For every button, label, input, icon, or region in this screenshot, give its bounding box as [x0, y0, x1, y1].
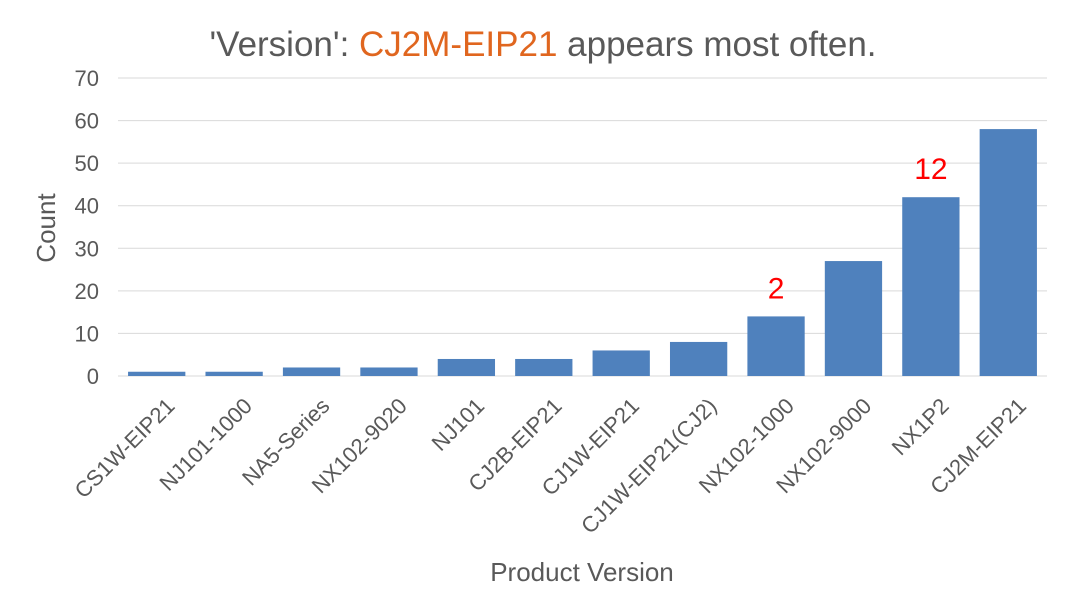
annotation-label: 12	[914, 153, 947, 186]
x-tick-label: NJ101	[427, 393, 490, 456]
bar-cs1w-eip21	[128, 371, 186, 376]
title-highlight: CJ2M-EIP21	[359, 25, 557, 64]
y-tick-label: 30	[75, 236, 99, 261]
bar-cj1w-eip21	[592, 350, 650, 376]
y-tick-label: 40	[75, 194, 99, 219]
annotations: 2 12	[768, 153, 948, 305]
title-suffix: appears most often.	[557, 25, 876, 64]
annotation-label: 2	[768, 272, 785, 305]
x-axis-label: Product Version	[490, 557, 674, 587]
bar-cj1w-eip21-cj2-	[669, 341, 728, 376]
x-tick-label: NX1P2	[887, 393, 954, 460]
y-tick-label: 20	[75, 279, 99, 304]
chart-title: 'Version': CJ2M-EIP21 appears most often…	[209, 25, 876, 64]
bar-nx102-9020	[360, 367, 418, 376]
bar-cj2b-eip21	[515, 358, 573, 376]
y-tick-label: 70	[75, 66, 99, 91]
x-axis-ticks: CS1W-EIP21NJ101-1000NA5-SeriesNX102-9020…	[70, 393, 1031, 538]
y-tick-label: 0	[87, 364, 99, 389]
y-tick-label: 50	[75, 151, 99, 176]
bars	[128, 129, 1037, 376]
y-axis-ticks: 0 10 20 30 40 50 60 70	[75, 66, 99, 389]
bar-nj101	[437, 358, 496, 376]
title-prefix: 'Version':	[209, 25, 359, 64]
bar-cj2m-eip21	[979, 129, 1037, 376]
y-axis-label: Count	[31, 193, 61, 263]
bar-nx1p2	[902, 197, 960, 376]
bar-na5-series	[282, 367, 341, 376]
x-tick-label: CJ1W-EIP21(CJ2)	[576, 393, 721, 538]
y-tick-label: 60	[75, 109, 99, 134]
gridlines	[118, 77, 1047, 377]
bar-nx102-1000	[747, 316, 805, 376]
y-tick-label: 10	[75, 321, 99, 346]
bar-nx102-9000	[824, 261, 883, 376]
bar-nj101-1000	[205, 371, 263, 376]
